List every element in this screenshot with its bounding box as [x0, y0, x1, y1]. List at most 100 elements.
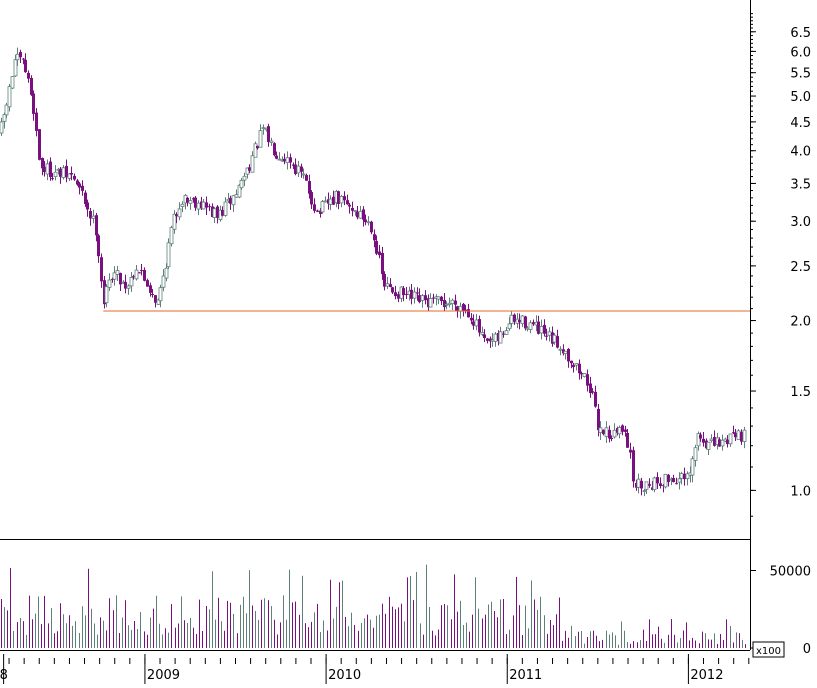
candle-body-35 [95, 215, 98, 236]
candle-body-14 [38, 129, 41, 160]
candle-body-8 [22, 58, 25, 60]
candle-body-138 [373, 234, 376, 241]
candle-body-72 [194, 197, 197, 208]
candle-body-195 [525, 327, 530, 330]
candle-body-24 [65, 165, 68, 178]
candle-body-253 [683, 473, 686, 480]
candle-body-32 [86, 202, 89, 210]
candle-body-87 [234, 194, 239, 198]
candle-body-135 [364, 219, 367, 223]
candle-body-193 [520, 315, 525, 325]
candle-body-19 [51, 178, 54, 180]
candle-body-18 [49, 161, 52, 178]
candle-body-187 [504, 330, 509, 335]
candle-body-119 [320, 201, 325, 213]
candle-body-26 [70, 172, 73, 175]
candle-body-190 [513, 314, 516, 322]
candle-body-118 [319, 210, 322, 214]
candle-body-140 [378, 251, 381, 256]
candle-body-5 [13, 59, 18, 77]
candle-body-267 [720, 439, 725, 447]
y-tick-label-9: 2.0 [790, 315, 811, 330]
candle-body-272 [734, 432, 737, 438]
candle-body-56 [151, 293, 154, 295]
candle-body-271 [732, 432, 735, 434]
candle-body-214 [578, 363, 581, 374]
candle-body-217 [586, 374, 589, 386]
candle-body-227 [612, 429, 617, 438]
candle-body-153 [412, 291, 417, 299]
candle-body-160 [432, 297, 435, 299]
candle-body-61 [164, 267, 169, 279]
candle-body-6 [15, 53, 20, 61]
candle-body-37 [100, 257, 103, 282]
candle-body-44 [119, 273, 122, 285]
candle-body-86 [231, 195, 236, 206]
candle-body-67 [180, 203, 185, 208]
candle-body-3 [7, 86, 12, 108]
candle-body-57 [154, 295, 157, 303]
candle-body-0 [0, 121, 4, 134]
candle-body-48 [129, 277, 134, 287]
candle-body-7 [19, 52, 22, 58]
candle-body-273 [736, 430, 741, 440]
candle-body-163 [440, 296, 443, 302]
candle-body-259 [699, 434, 702, 439]
candle-body-15 [41, 158, 44, 169]
candle-body-274 [740, 431, 743, 442]
candle-body-202 [545, 335, 548, 337]
candle-body-80 [216, 206, 219, 218]
candle-body-223 [602, 429, 605, 435]
candle-body-221 [597, 408, 600, 431]
candle-body-16 [43, 166, 46, 173]
candle-body-94 [253, 143, 258, 158]
x-tick-label-2: 2010 [328, 668, 361, 683]
candle-body-264 [713, 437, 716, 446]
candle-body-31 [84, 192, 87, 205]
candle-body-235 [635, 482, 638, 488]
candle-body-139 [375, 241, 378, 254]
candle-body-181 [489, 338, 492, 342]
candle-body-164 [443, 300, 446, 308]
volume-panel [1, 564, 746, 648]
candle-body-180 [486, 338, 489, 341]
candle-body-23 [61, 167, 66, 178]
candle-body-10 [27, 72, 30, 79]
y-tick-label-7: 3.0 [790, 215, 811, 230]
candle-body-143 [385, 283, 390, 287]
candle-body-256 [690, 458, 695, 476]
candle-body-116 [313, 204, 316, 211]
y-tick-label-2: 5.5 [790, 67, 811, 82]
candle-body-89 [239, 180, 244, 189]
candle-body-60 [161, 275, 166, 288]
candle-body-128 [346, 200, 349, 205]
candle-body-82 [221, 209, 224, 216]
candle-body-262 [706, 441, 711, 450]
candle-body-245 [662, 485, 665, 487]
candle-body-238 [642, 490, 647, 492]
candle-body-196 [528, 322, 533, 330]
candle-body-39 [104, 286, 109, 304]
candle-body-42 [112, 272, 117, 280]
candle-body-147 [397, 294, 400, 299]
candle-body-275 [742, 429, 747, 442]
candle-body-228 [616, 428, 619, 433]
candle-body-77 [208, 206, 211, 208]
candle-body-173 [467, 309, 470, 318]
y-tick-label-0: 6.5 [790, 26, 811, 41]
candle-body-109 [294, 164, 297, 174]
candle-body-178 [480, 332, 485, 335]
candle-body-70 [188, 200, 193, 204]
candle-body-150 [405, 293, 408, 295]
candle-body-54 [146, 280, 149, 287]
candle-body-133 [358, 210, 363, 219]
y-tick-label-10: 1.5 [790, 385, 811, 400]
candle-body-43 [115, 270, 120, 275]
candle-body-169 [456, 306, 459, 311]
candle-body-33 [89, 211, 92, 219]
candle-body-244 [659, 483, 662, 486]
candle-body-65 [175, 214, 178, 217]
candle-body-125 [337, 191, 340, 204]
